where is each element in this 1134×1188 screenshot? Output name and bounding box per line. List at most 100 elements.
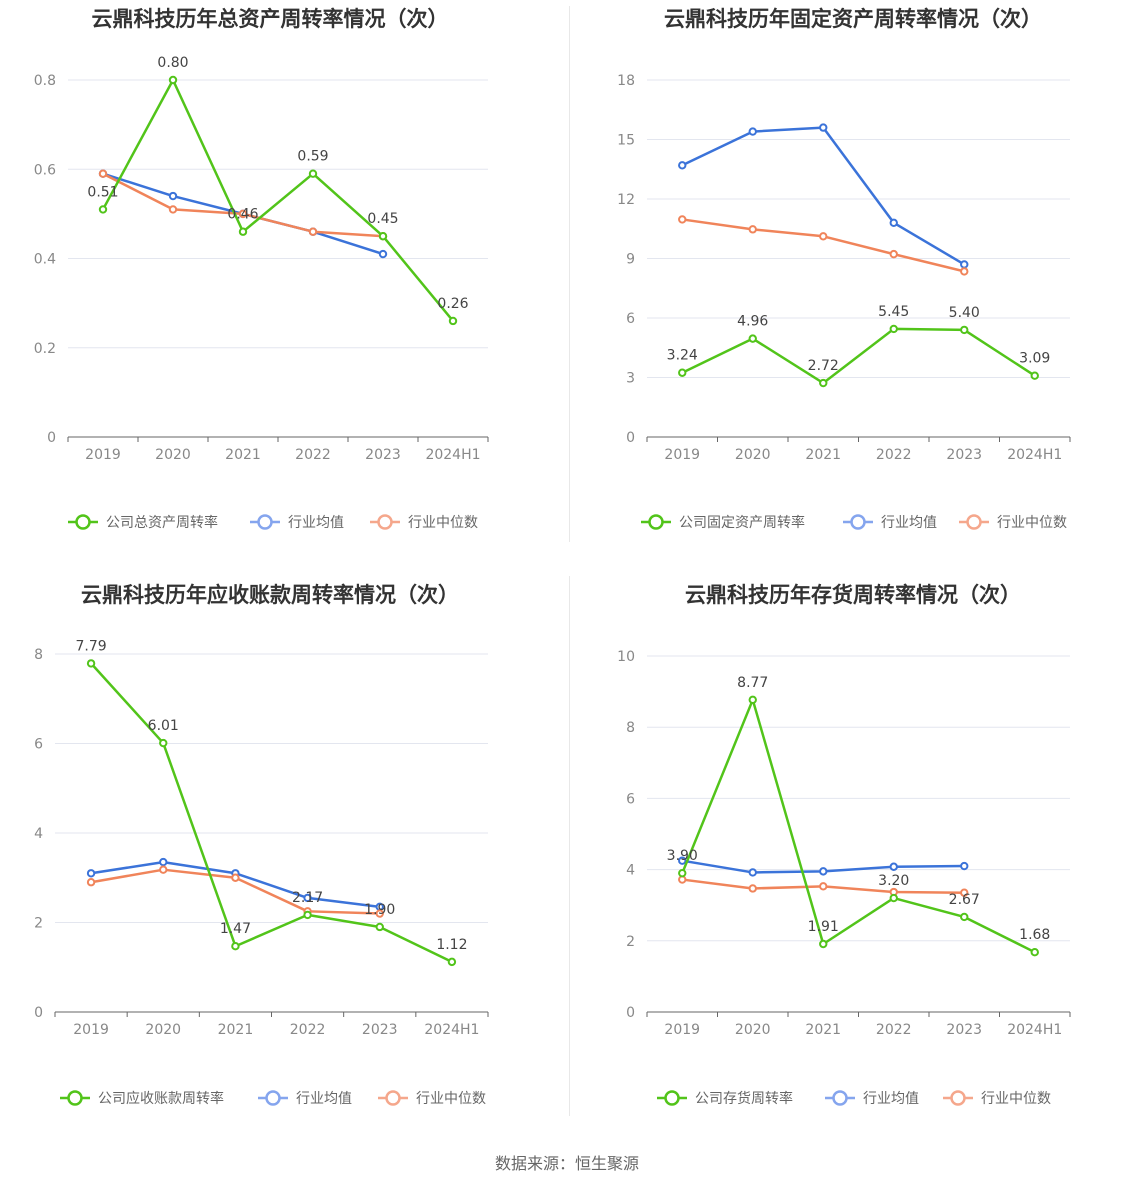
data-point-avg[interactable] [960,861,969,871]
data-point-median[interactable] [308,227,318,236]
y-tick-label: 0 [34,1005,43,1021]
legend-item-company[interactable]: 公司存货周转率 [657,1090,793,1107]
data-point-avg[interactable] [748,127,757,136]
data-point-avg[interactable] [960,260,969,269]
data-point-median[interactable] [231,873,240,882]
y-tick-label: 6 [34,737,43,753]
data-point-avg[interactable] [303,893,312,903]
series-line-company [101,78,454,322]
data-label: 0.46 [227,207,258,223]
x-tick-label: 2020 [155,447,191,463]
data-point-avg[interactable] [678,856,687,865]
x-tick-label: 2019 [85,447,121,463]
legend-item-median[interactable]: 行业中位数 [378,1090,486,1107]
data-point-avg[interactable] [819,867,828,876]
chart-panel-fixed-asset-turnover: 云鼎科技历年固定资产周转率情况（次） 0 3 6 9 12 15 18 2019 2020 2021… [567,0,1134,576]
legend-label: 行业均值 [296,1091,352,1107]
legend-item-avg[interactable]: 行业均值 [250,514,344,531]
y-tick-label: 9 [626,252,635,268]
data-point-median[interactable] [819,882,828,891]
data-point-avg[interactable] [678,161,687,170]
data-point-median[interactable] [748,225,757,234]
legend-item-company[interactable]: 公司固定资产周转率 [641,514,805,531]
data-point-avg[interactable] [168,191,178,201]
legend-item-median[interactable]: 行业中位数 [370,514,478,531]
data-point-median[interactable] [889,249,898,259]
data-point-company[interactable] [375,922,384,932]
data-point-median[interactable] [168,205,178,214]
data-point-median[interactable] [748,884,757,893]
data-point-avg[interactable] [378,249,388,259]
legend-item-company[interactable]: 公司应收账款周转率 [60,1090,224,1107]
data-point-company[interactable] [819,378,828,388]
legend-item-company[interactable]: 公司总资产周转率 [68,514,218,531]
data-point-avg[interactable] [159,857,168,867]
legend-label: 行业中位数 [997,515,1067,531]
y-tick-label: 4 [626,863,635,879]
data-point-avg[interactable] [819,123,828,132]
data-point-median[interactable] [819,232,828,241]
data-point-median[interactable] [98,169,108,178]
data-point-company[interactable] [678,868,687,878]
data-label: 0.26 [437,296,468,312]
legend-item-avg[interactable]: 行业均值 [843,514,937,531]
x-tick-label: 2019 [73,1022,109,1038]
legend-label: 公司固定资产周转率 [679,514,805,531]
data-point-median[interactable] [375,909,384,918]
chart-panel-inventory-turnover: 云鼎科技历年存货周转率情况（次） 0 2 4 6 8 10 2019 2020 2021 2022 2… [567,576,1134,1152]
legend-item-median[interactable]: 行业中位数 [943,1090,1051,1107]
data-point-company[interactable] [308,169,318,178]
data-point-median[interactable] [159,865,168,874]
data-point-company[interactable] [98,205,108,214]
data-point-company[interactable] [86,659,96,668]
data-point-company[interactable] [168,75,178,85]
legend-label: 公司存货周转率 [695,1090,793,1107]
data-point-company[interactable] [819,939,828,949]
y-tick-label: 10 [617,649,635,665]
series-line-company [90,662,453,964]
legend-item-median[interactable]: 行业中位数 [959,514,1067,531]
data-point-company[interactable] [678,368,687,377]
data-point-company[interactable] [303,910,312,920]
data-point-median[interactable] [960,267,969,276]
data-point-median[interactable] [678,215,687,224]
data-point-company[interactable] [1030,371,1039,380]
data-point-avg[interactable] [889,862,898,871]
data-point-avg[interactable] [889,218,898,228]
legend-marker-icon [966,514,982,530]
legend-marker-icon [832,1090,848,1106]
chart-title: 云鼎科技历年固定资产周转率情况（次） [664,7,1042,31]
legend-item-avg[interactable]: 行业均值 [258,1090,352,1107]
data-point-company[interactable] [447,957,457,967]
y-tick-label: 18 [617,73,635,89]
data-point-company[interactable] [159,738,168,748]
x-tick-label: 2022 [295,447,331,463]
data-point-company[interactable] [889,893,898,903]
data-label: 3.24 [667,348,698,364]
data-point-median[interactable] [86,878,96,887]
data-point-company[interactable] [378,231,388,241]
data-point-company[interactable] [1030,947,1039,957]
data-point-company[interactable] [748,695,757,704]
y-tick-label: 2 [626,934,635,950]
legend-item-avg[interactable]: 行业均值 [825,1090,919,1107]
chart-title: 云鼎科技历年总资产周转率情况（次） [92,7,449,31]
data-point-company[interactable] [231,942,240,951]
legend-marker-icon [648,514,664,530]
data-point-avg[interactable] [86,869,96,878]
data-point-company[interactable] [960,325,969,335]
data-point-company[interactable] [448,316,458,326]
data-point-company[interactable] [748,334,757,343]
data-point-company[interactable] [889,324,898,334]
series-line-company [681,327,1036,385]
data-point-avg[interactable] [748,868,757,877]
x-tick-label: 2022 [876,447,912,463]
x-tick-label: 2021 [805,447,841,463]
data-label: 5.40 [949,305,980,321]
data-point-median[interactable] [238,209,248,219]
x-tick-label: 2019 [664,1022,700,1038]
data-point-company[interactable] [238,227,248,236]
data-point-median[interactable] [960,888,969,897]
data-point-company[interactable] [960,912,969,922]
chart-panel-total-asset-turnover: 云鼎科技历年总资产周转率情况（次） 0 0.2 0.4 0.6 0.8 2019 2020 20… [0,0,567,576]
